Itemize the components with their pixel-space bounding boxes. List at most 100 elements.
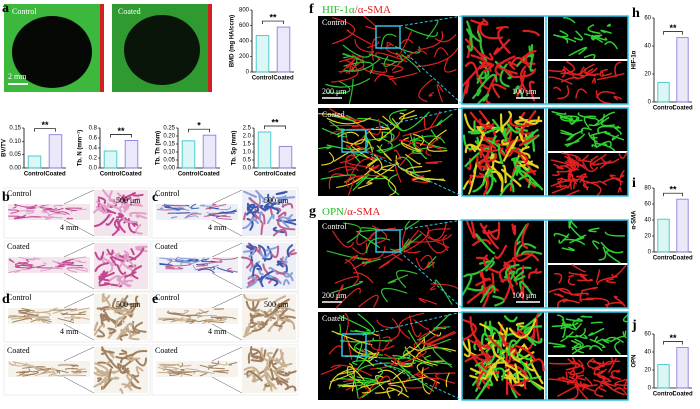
- texture: [17, 209, 35, 213]
- scale-label: 100 μm: [512, 291, 537, 300]
- texture: [513, 344, 537, 362]
- bar: [676, 37, 689, 103]
- texture: [180, 262, 192, 266]
- texture: [516, 70, 526, 97]
- texture: [565, 317, 583, 322]
- texture: [72, 267, 88, 272]
- texture: [329, 108, 366, 122]
- texture: [605, 382, 625, 396]
- texture: [398, 312, 425, 340]
- texture: [276, 379, 280, 385]
- texture: [557, 85, 570, 100]
- texture: [464, 146, 490, 168]
- texture: [346, 161, 378, 169]
- texture: [508, 318, 537, 339]
- texture: [568, 129, 584, 140]
- y-tick-label: 0.15: [9, 126, 21, 132]
- label: Control: [155, 189, 180, 198]
- texture: [609, 375, 622, 380]
- texture: [18, 256, 36, 261]
- texture: [577, 112, 597, 120]
- texture: [479, 285, 496, 304]
- texture: [57, 318, 75, 324]
- texture: [592, 240, 600, 250]
- texture: [198, 261, 222, 266]
- y-tick-label: 40: [644, 218, 651, 224]
- label: Control: [155, 293, 180, 302]
- texture: [561, 152, 582, 162]
- texture: [15, 263, 33, 269]
- texture: [272, 228, 288, 237]
- texture: [162, 366, 180, 370]
- x-tick-label: Control: [254, 172, 276, 178]
- texture: [172, 371, 197, 374]
- texture: [375, 333, 381, 357]
- texture: [605, 278, 616, 284]
- scale-label: 500 μm: [264, 196, 289, 205]
- connector: [211, 242, 243, 258]
- texture: [226, 267, 238, 273]
- texture: [266, 214, 275, 225]
- texture: [432, 346, 453, 368]
- texture: [416, 372, 441, 380]
- texture: [576, 374, 586, 381]
- texture: [122, 217, 138, 223]
- texture: [595, 269, 601, 283]
- texture: [378, 143, 401, 153]
- texture: [590, 321, 603, 324]
- label: Control: [12, 7, 37, 16]
- texture: [250, 355, 264, 362]
- y-tick-label: 600: [239, 23, 250, 29]
- texture: [159, 363, 176, 367]
- texture: [244, 326, 249, 337]
- texture: [476, 73, 498, 93]
- texture: [109, 376, 120, 380]
- texture: [499, 182, 515, 197]
- roi-link: [399, 15, 463, 27]
- texture: [519, 65, 528, 93]
- texture: [479, 222, 500, 250]
- panel-letter: a: [2, 1, 9, 16]
- y-tick-label: 800: [239, 8, 250, 14]
- x-tick-label: Control: [653, 106, 675, 112]
- y-tick-label: 0.00: [163, 166, 175, 172]
- texture: [473, 120, 486, 133]
- texture: [480, 269, 486, 289]
- panel-letter: i: [632, 176, 636, 191]
- texture: [260, 270, 275, 288]
- texture: [510, 56, 531, 69]
- texture: [185, 213, 202, 218]
- texture: [583, 54, 596, 60]
- texture: [284, 370, 297, 375]
- texture: [604, 231, 626, 237]
- texture: [594, 118, 600, 126]
- texture: [415, 47, 459, 68]
- texture: [568, 271, 588, 277]
- texture: [553, 293, 564, 298]
- texture: [524, 131, 540, 146]
- texture: [332, 280, 364, 294]
- significance-bracket: [34, 128, 56, 132]
- texture: [589, 155, 599, 170]
- texture: [426, 332, 457, 347]
- texture: [561, 326, 567, 338]
- texture: [249, 314, 265, 322]
- texture: [513, 161, 539, 187]
- texture: [523, 325, 543, 347]
- texture: [386, 387, 409, 399]
- bar: [257, 131, 272, 169]
- texture: [281, 352, 288, 368]
- defect: [124, 15, 200, 85]
- texture: [252, 264, 261, 277]
- texture: [116, 264, 127, 275]
- texture: [197, 268, 215, 274]
- texture: [70, 318, 74, 322]
- label: Control: [7, 293, 32, 302]
- texture: [100, 270, 106, 281]
- texture: [464, 38, 485, 61]
- texture: [100, 318, 117, 324]
- histology: Control Coated 4 mm 500 μm Control Coated 4 mm…: [3, 187, 299, 396]
- y-tick-label: 200: [239, 54, 250, 60]
- texture: [346, 339, 353, 360]
- texture: [188, 257, 205, 263]
